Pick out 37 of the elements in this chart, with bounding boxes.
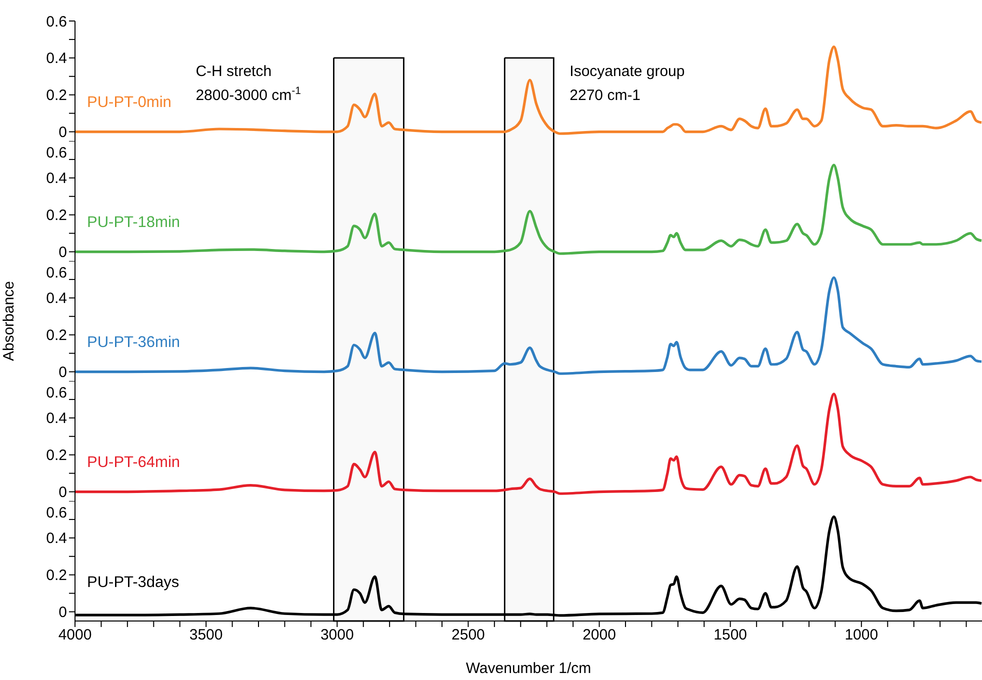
- y-tick-label: 0.2: [46, 327, 67, 344]
- x-axis-title: Wavenumber 1/cm: [466, 660, 592, 677]
- y-tick-label: 0.4: [46, 170, 67, 188]
- x-tick-label: 1000: [844, 626, 878, 644]
- x-tick-label: 2000: [582, 626, 616, 644]
- band-label: Isocyanate group 2270 cm-1: [570, 62, 685, 104]
- y-tick-label: 0: [58, 124, 67, 142]
- y-tick-label: 0.4: [46, 290, 67, 308]
- y-tick-label: 0.4: [46, 530, 67, 548]
- y-tick-label: 0.2: [46, 447, 67, 464]
- line-series: [75, 46, 982, 135]
- y-tick-label: 0.6: [46, 13, 67, 30]
- series-label: PU-PT-64min: [87, 454, 180, 472]
- y-tick-label: 0: [58, 484, 67, 502]
- y-axis-title: Absorbance: [0, 280, 18, 362]
- series-label: PU-PT-0min: [87, 94, 172, 112]
- y-tick-label: 0.4: [46, 50, 67, 68]
- x-tick-label: 1500: [714, 626, 748, 644]
- y-tick-label: 0.6: [46, 144, 67, 162]
- x-tick-label: 2500: [452, 626, 485, 644]
- y-tick-label: 0.2: [46, 567, 67, 584]
- x-tick-label: 3000: [320, 626, 354, 644]
- y-tick-label: 0.2: [46, 87, 67, 104]
- y-tick-label: 0.2: [46, 207, 67, 224]
- y-tick-label: 0.6: [46, 504, 67, 522]
- band-label: C-H stretch 2800-3000 cm$^{-1}$: [196, 62, 302, 104]
- series-label: PU-PT-36min: [87, 334, 180, 352]
- y-tick-label: 0.6: [46, 264, 67, 282]
- y-tick-label: 0: [58, 604, 67, 622]
- y-tick-label: 0.6: [46, 384, 67, 402]
- y-tick-label: 0.4: [46, 410, 67, 428]
- x-tick-label: 3500: [189, 626, 223, 644]
- series-label: PU-PT-18min: [87, 214, 180, 232]
- y-tick-label: 0: [58, 364, 67, 382]
- y-tick-label: 0: [58, 244, 67, 262]
- x-tick-label: 4000: [58, 626, 92, 644]
- series-label: PU-PT-3days: [87, 574, 180, 592]
